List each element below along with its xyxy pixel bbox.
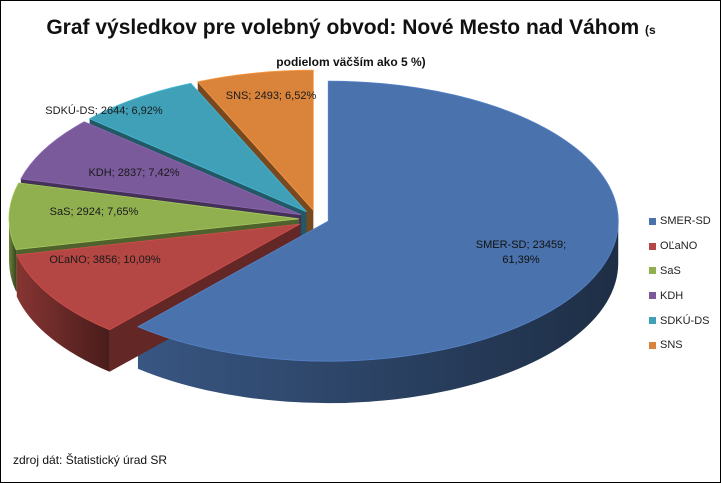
chart-subtitle: (s podielom väčším ako 5 %) bbox=[276, 23, 656, 69]
legend-label: SMER-SD bbox=[660, 215, 711, 228]
legend-item-sdk-ds: SDKÚ-DS bbox=[649, 308, 720, 333]
legend-swatch bbox=[649, 292, 656, 300]
data-label-sns: SNS; 2493; 6,52% bbox=[226, 90, 317, 102]
legend-item-kdh: KDH bbox=[649, 283, 720, 308]
pie-rim-smer-sd bbox=[137, 221, 619, 404]
pie-slice-sdk-ds bbox=[88, 82, 307, 213]
data-label-sdk-ds: SDKÚ-DS; 2644; 6,92% bbox=[45, 104, 163, 117]
legend-item-sas: SaS bbox=[649, 259, 720, 284]
legend-item-smer-sd: SMER-SD bbox=[649, 209, 720, 234]
data-label-smer-sd: SMER-SD; 23459; bbox=[476, 239, 566, 251]
chart-legend: SMER-SD OĽaNO SaS KDH SDKÚ-DS SNS bbox=[649, 209, 720, 358]
pie-slice-sns bbox=[197, 69, 314, 212]
pie-rim-o-ano bbox=[16, 254, 110, 372]
legend-label: OĽaNO bbox=[660, 240, 698, 253]
legend-swatch bbox=[649, 217, 656, 225]
legend-label: SaS bbox=[660, 264, 681, 277]
legend-swatch bbox=[649, 267, 656, 275]
data-label-kdh: KDH; 2837; 7,42% bbox=[88, 167, 179, 179]
legend-swatch bbox=[649, 317, 656, 325]
data-label-sas: SaS; 2924; 7,65% bbox=[50, 206, 139, 218]
pie-slice-o-ano bbox=[16, 223, 301, 331]
source-note: zdroj dát: Štatistický úrad SR bbox=[13, 453, 168, 467]
legend-item-sns: SNS bbox=[649, 333, 720, 358]
legend-swatch bbox=[649, 242, 656, 250]
legend-item-o-ano: OĽaNO bbox=[649, 234, 720, 259]
pie-rim-sas bbox=[9, 218, 17, 292]
data-label-smer-sd-percent: 61,39% bbox=[502, 254, 540, 266]
legend-label: SNS bbox=[660, 339, 683, 352]
legend-label: SDKÚ-DS bbox=[660, 314, 710, 327]
legend-label: KDH bbox=[660, 289, 684, 302]
legend-swatch bbox=[649, 341, 656, 349]
data-label-o-ano: OĽaNO; 3856; 10,09% bbox=[49, 254, 161, 266]
chart-title-text: Graf výsledkov pre volebný obvod: Nové M… bbox=[46, 16, 640, 39]
pie-slice-sas bbox=[8, 182, 300, 250]
chart-title: Graf výsledkov pre volebný obvod: Nové M… bbox=[41, 13, 661, 77]
pie-slice-kdh bbox=[20, 121, 302, 216]
pie-slice-smer-sd bbox=[137, 80, 619, 362]
